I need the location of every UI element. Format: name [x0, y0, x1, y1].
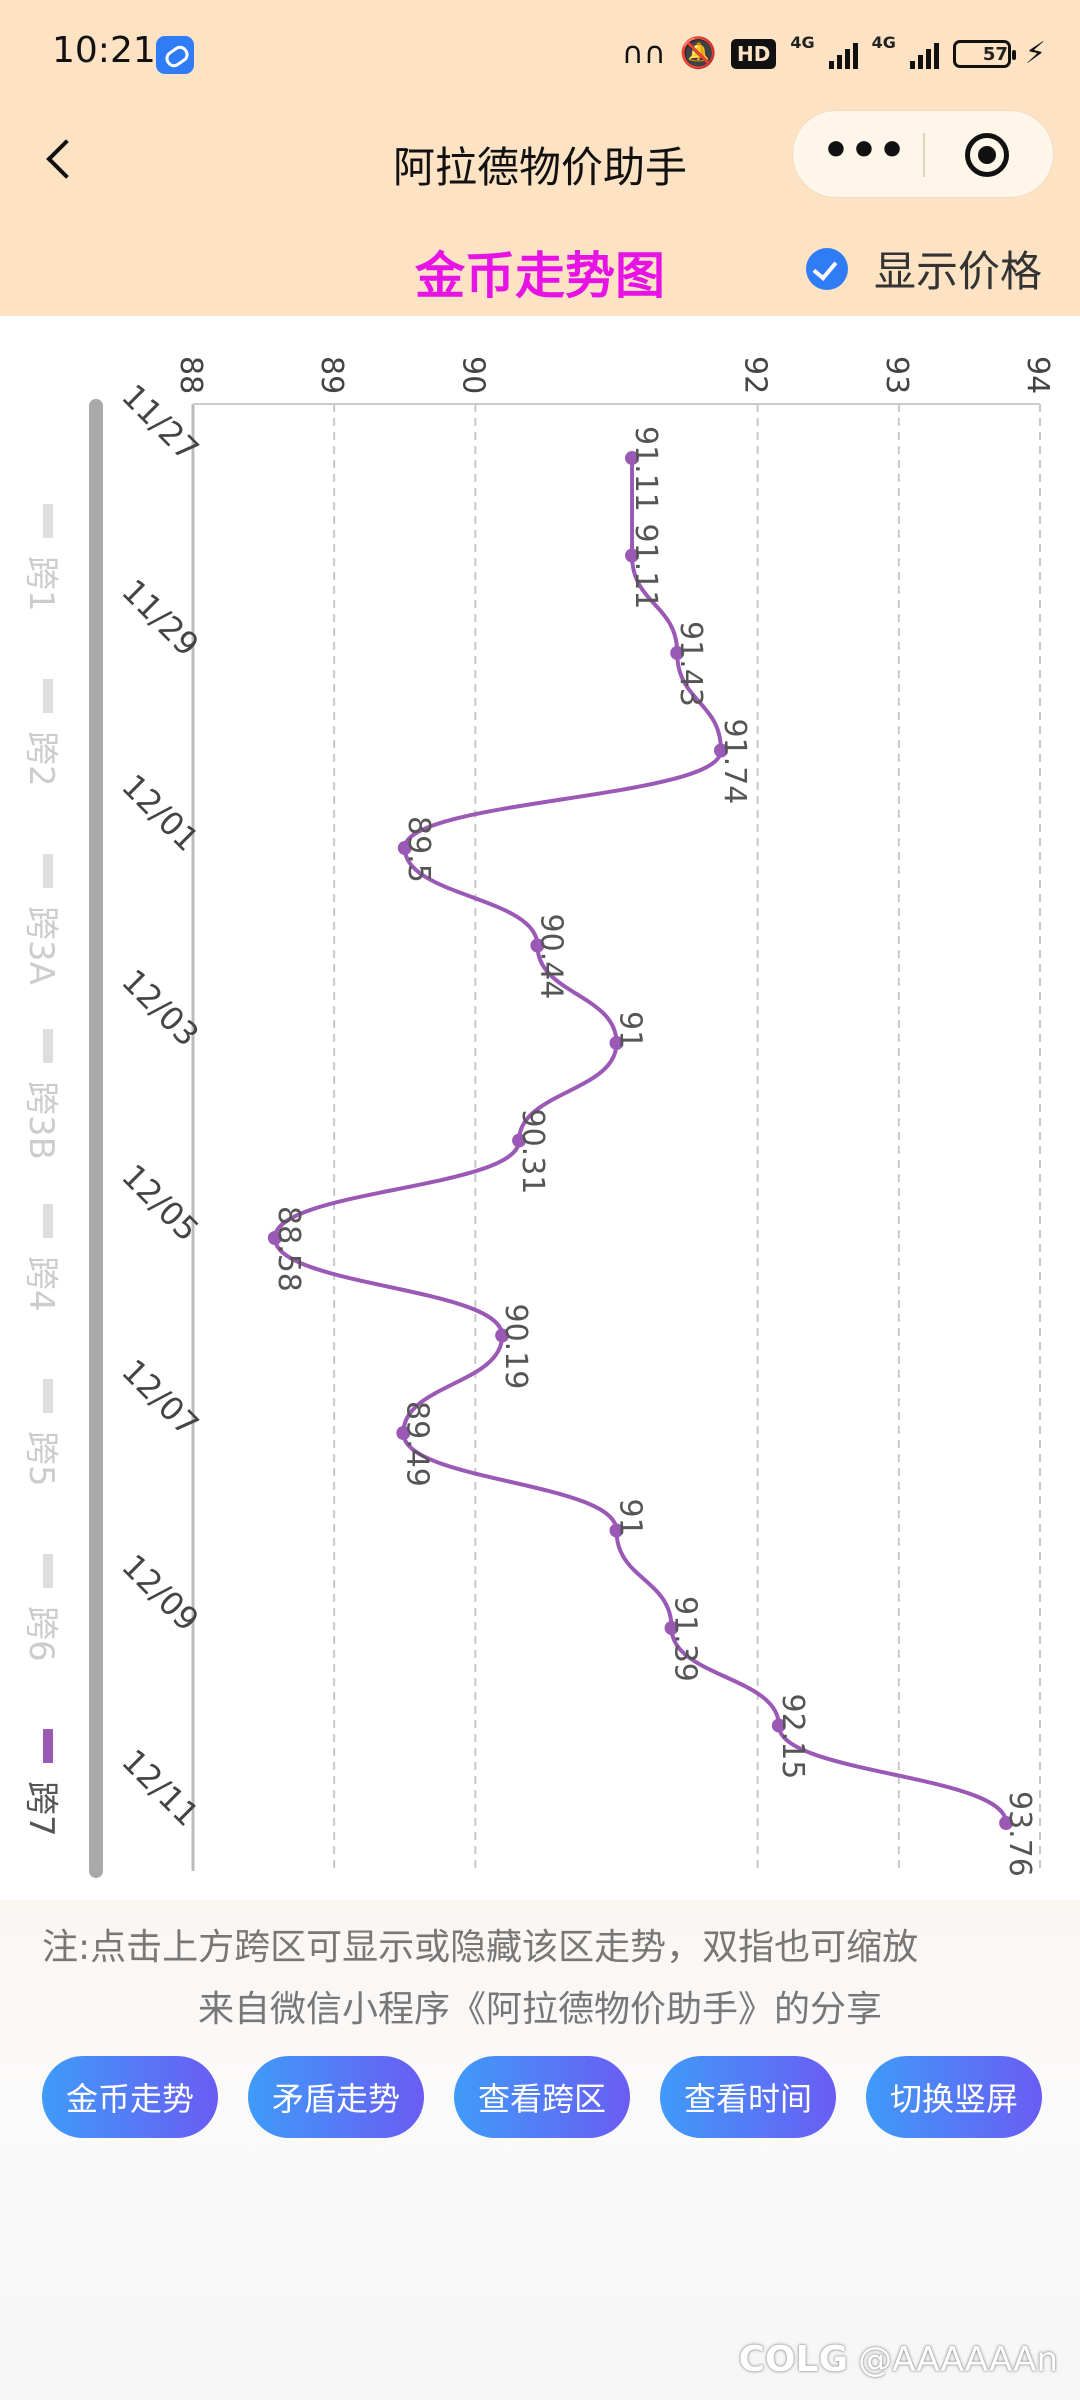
data-point [670, 646, 685, 660]
charging-icon: ⚡ [1024, 36, 1046, 71]
data-point [713, 743, 728, 758]
data-label: 91 [613, 1011, 648, 1049]
data-label: 91.11 [628, 426, 663, 512]
data-point [512, 1133, 527, 1148]
data-point [771, 1718, 786, 1733]
legend-item-label: 跨1 [21, 556, 61, 612]
data-point [397, 841, 412, 855]
legend-item-label: 跨2 [21, 731, 61, 787]
data-point [664, 1621, 679, 1635]
data-point [625, 451, 640, 465]
data-label: 92.15 [775, 1694, 810, 1780]
series-line [272, 457, 1009, 1824]
value-tick-label: 93 [879, 356, 914, 394]
data-label: 91.74 [717, 719, 752, 805]
legend-item-label: 跨3B [21, 1081, 61, 1160]
value-tick-label: 89 [314, 356, 349, 394]
data-label: 91.39 [668, 1596, 703, 1682]
mini-program-capsule: ••• [792, 110, 1054, 198]
data-point [609, 1523, 624, 1538]
more-dots-icon[interactable]: ••• [821, 125, 907, 176]
network-label-1: 4G [790, 32, 815, 52]
earbuds-icon: ∩∩ [621, 36, 666, 71]
data-label: 91 [613, 1499, 648, 1537]
capsule-divider [923, 133, 925, 177]
link-app-icon [156, 36, 194, 74]
data-label: 90.19 [498, 1304, 533, 1390]
battery-level: 57 [982, 43, 1008, 65]
status-icons: ∩∩ 🔕 HD 4G 4G 57 ⚡ [622, 30, 1046, 78]
data-point [495, 1328, 510, 1343]
status-bar: 10:21 ∩∩ 🔕 HD 4G 4G 57 ⚡ [0, 0, 1080, 108]
hint-note: 注:点击上方跨区可显示或隐藏该区走势，双指也可缩放 [42, 1927, 919, 1968]
page-title: 阿拉德物价助手 [392, 143, 687, 192]
shield-trend-button[interactable]: 矛盾走势 [248, 2056, 424, 2138]
network-label-2: 4G [871, 32, 896, 52]
chart-header: 金币走势图 显示价格 [0, 216, 1080, 316]
data-label: 91.43 [673, 621, 708, 707]
data-label: 91.11 [628, 524, 663, 610]
legend-item-label: 跨6 [21, 1606, 61, 1662]
data-point [625, 548, 640, 563]
value-tick-label: 92 [738, 356, 773, 394]
nav-bar: 阿拉德物价助手 ••• [0, 108, 1080, 216]
legend-item-label: 跨7 [21, 1781, 61, 1837]
data-point [267, 1231, 282, 1245]
data-label: 89.49 [399, 1401, 434, 1487]
legend-item-label: 跨3A [21, 906, 61, 985]
signal-icon-2 [909, 39, 939, 69]
chart-area[interactable]: 88 89 90 92 93 94 11/27 11/29 12/01 12/03 12/05 12/… [0, 316, 1080, 1900]
watermark: COLG @AAAAAAn [739, 2339, 1058, 2380]
legend-item-label: 跨5 [21, 1431, 61, 1487]
value-tick-label: 94 [1020, 356, 1055, 394]
data-point [999, 1816, 1014, 1830]
footer: 注:点击上方跨区可显示或隐藏该区走势，双指也可缩放 来自微信小程序《阿拉德物价助… [0, 1900, 1080, 2400]
data-label: 93.76 [1002, 1791, 1037, 1877]
switch-portrait-button[interactable]: 切换竖屏 [866, 2056, 1042, 2138]
view-time-button[interactable]: 查看时间 [660, 2056, 836, 2138]
legend-item-label: 跨4 [21, 1256, 61, 1312]
value-tick-label: 88 [173, 356, 208, 394]
signal-icon [828, 39, 858, 69]
value-tick-label: 90 [455, 356, 490, 394]
data-label: 88.58 [271, 1206, 306, 1292]
show-price-label: 显示价格 [874, 247, 1043, 296]
watermark-user: @AAAAAAn [858, 2339, 1058, 2380]
data-point [530, 938, 545, 953]
hd-icon: HD [731, 39, 777, 69]
share-source: 来自微信小程序《阿拉德物价助手》的分享 [197, 1989, 882, 2030]
chart-title: 金币走势图 [415, 247, 665, 305]
trend-chart[interactable]: 88 89 90 92 93 9411/2711/2912/0112/0312/0512/… [0, 316, 1080, 1900]
mute-icon: 🔕 [679, 36, 718, 71]
gold-trend-button[interactable]: 金币走势 [42, 2056, 218, 2138]
data-point [609, 1036, 624, 1050]
target-icon[interactable] [965, 133, 1009, 177]
colg-logo: COLG [738, 2339, 849, 2380]
status-time: 10:21 [52, 30, 156, 71]
data-label: 89.5 [401, 816, 436, 883]
action-buttons: 金币走势 矛盾走势 查看跨区 查看时间 切换竖屏 [42, 2056, 1042, 2138]
view-servers-button[interactable]: 查看跨区 [454, 2056, 630, 2138]
checkbox-checked-icon[interactable] [806, 247, 848, 290]
data-label: 90.44 [533, 914, 568, 1000]
battery-icon: 57 [952, 40, 1016, 68]
data-point [396, 1426, 411, 1440]
show-price-toggle[interactable]: 显示价格 [806, 238, 1042, 299]
data-label: 90.31 [515, 1109, 550, 1195]
